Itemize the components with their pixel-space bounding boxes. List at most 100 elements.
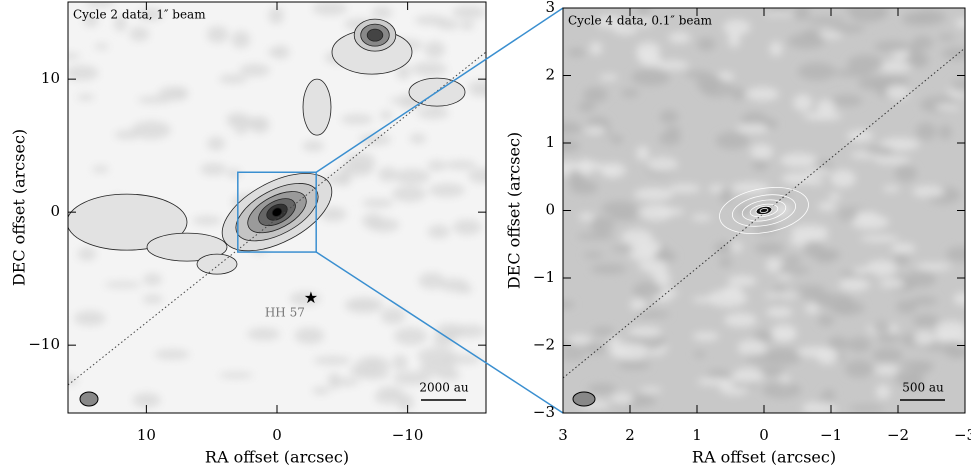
noise-blob xyxy=(226,113,249,125)
noise-blob xyxy=(938,124,952,140)
noise-blob xyxy=(640,52,662,67)
noise-blob xyxy=(761,381,802,399)
noise-blob xyxy=(599,74,619,81)
noise-blob xyxy=(158,86,188,101)
noise-blob xyxy=(600,162,627,178)
contour xyxy=(741,199,787,222)
noise-blob xyxy=(347,299,377,308)
noise-blob xyxy=(780,153,818,168)
noise-blob xyxy=(769,41,783,57)
noise-blob xyxy=(750,143,774,160)
noise-blob xyxy=(200,163,227,176)
noise-blob xyxy=(324,173,352,185)
noise-blob xyxy=(692,331,720,342)
noise-blob xyxy=(716,71,735,82)
noise-blob xyxy=(895,299,918,314)
x-tick-label: 10 xyxy=(137,426,156,444)
noise-blob xyxy=(915,262,952,271)
noise-blob xyxy=(104,281,142,288)
noise-blob xyxy=(838,278,870,292)
noise-blob xyxy=(635,15,653,28)
noise-blob xyxy=(592,327,615,336)
noise-blob xyxy=(816,99,836,115)
noise-blob xyxy=(802,111,843,121)
noise-blob xyxy=(846,130,874,142)
noise-blob xyxy=(441,354,481,365)
noise-blob xyxy=(794,8,810,21)
noise-blob xyxy=(668,184,701,193)
noise-blob xyxy=(764,348,803,366)
noise-blob xyxy=(77,247,97,261)
noise-blob xyxy=(652,295,672,302)
noise-blob xyxy=(700,79,733,98)
noise-blob xyxy=(77,94,95,101)
noise-blob xyxy=(813,249,836,263)
noise-blob xyxy=(114,15,127,32)
x-tick-label: 1 xyxy=(692,426,702,444)
noise-blob xyxy=(131,121,171,140)
contour xyxy=(731,194,797,227)
noise-blob xyxy=(563,121,582,135)
source-label: HH 57 xyxy=(265,306,305,320)
noise-blob xyxy=(829,300,865,316)
x-tick-label: 3 xyxy=(558,426,568,444)
zoom-line xyxy=(315,251,564,414)
noise-blob xyxy=(872,320,891,334)
noise-blob xyxy=(848,405,885,412)
noise-blob xyxy=(583,87,608,103)
noise-blob xyxy=(346,152,376,171)
noise-blob xyxy=(804,234,829,241)
noise-blob xyxy=(737,339,767,356)
noise-blob xyxy=(362,198,394,208)
noise-blob xyxy=(764,118,778,130)
noise-blob xyxy=(816,347,839,365)
noise-blob xyxy=(764,292,799,300)
noise-blob xyxy=(74,310,106,326)
noise-blob xyxy=(610,392,634,406)
noise-blob xyxy=(68,376,79,385)
beam xyxy=(79,391,99,407)
noise-blob xyxy=(68,53,81,60)
noise-blob xyxy=(801,401,837,413)
noise-blob xyxy=(875,364,899,376)
noise-blob xyxy=(668,32,691,44)
noise-blob xyxy=(578,212,595,222)
noise-blob xyxy=(879,137,920,151)
noise-blob xyxy=(730,241,743,253)
noise-blob xyxy=(691,214,712,222)
noise-blob xyxy=(94,43,109,50)
noise-blob xyxy=(632,281,663,299)
noise-blob xyxy=(882,185,900,193)
noise-blob xyxy=(578,101,596,113)
star: ★ xyxy=(304,288,318,307)
noise-blob xyxy=(393,168,431,185)
noise-blob xyxy=(844,360,874,378)
noise-blob xyxy=(207,136,225,151)
contour xyxy=(719,187,809,234)
noise-blob xyxy=(912,314,940,328)
noise-blob xyxy=(937,34,955,41)
y-tick-label: −3 xyxy=(533,403,555,421)
noise-blob xyxy=(143,273,162,286)
noise-blob xyxy=(267,48,282,56)
noise-blob xyxy=(718,257,733,268)
noise-blob xyxy=(658,132,682,146)
noise-blob xyxy=(231,30,251,49)
noise-blob xyxy=(601,201,638,216)
noise-blob xyxy=(572,161,605,172)
noise-blob xyxy=(735,205,758,216)
noise-blob xyxy=(885,85,910,100)
noise-blob xyxy=(732,367,765,383)
noise-blob xyxy=(234,128,247,135)
noise-blob xyxy=(634,187,674,201)
noise-blob xyxy=(822,389,836,398)
noise-blob xyxy=(865,260,897,277)
noise-blob xyxy=(751,158,769,171)
noise-blob xyxy=(587,383,617,394)
noise-blob xyxy=(444,160,477,170)
noise-blob xyxy=(955,18,965,29)
noise-blob xyxy=(327,372,341,390)
x-tick-label: 0 xyxy=(759,426,769,444)
noise-blob xyxy=(218,74,248,84)
